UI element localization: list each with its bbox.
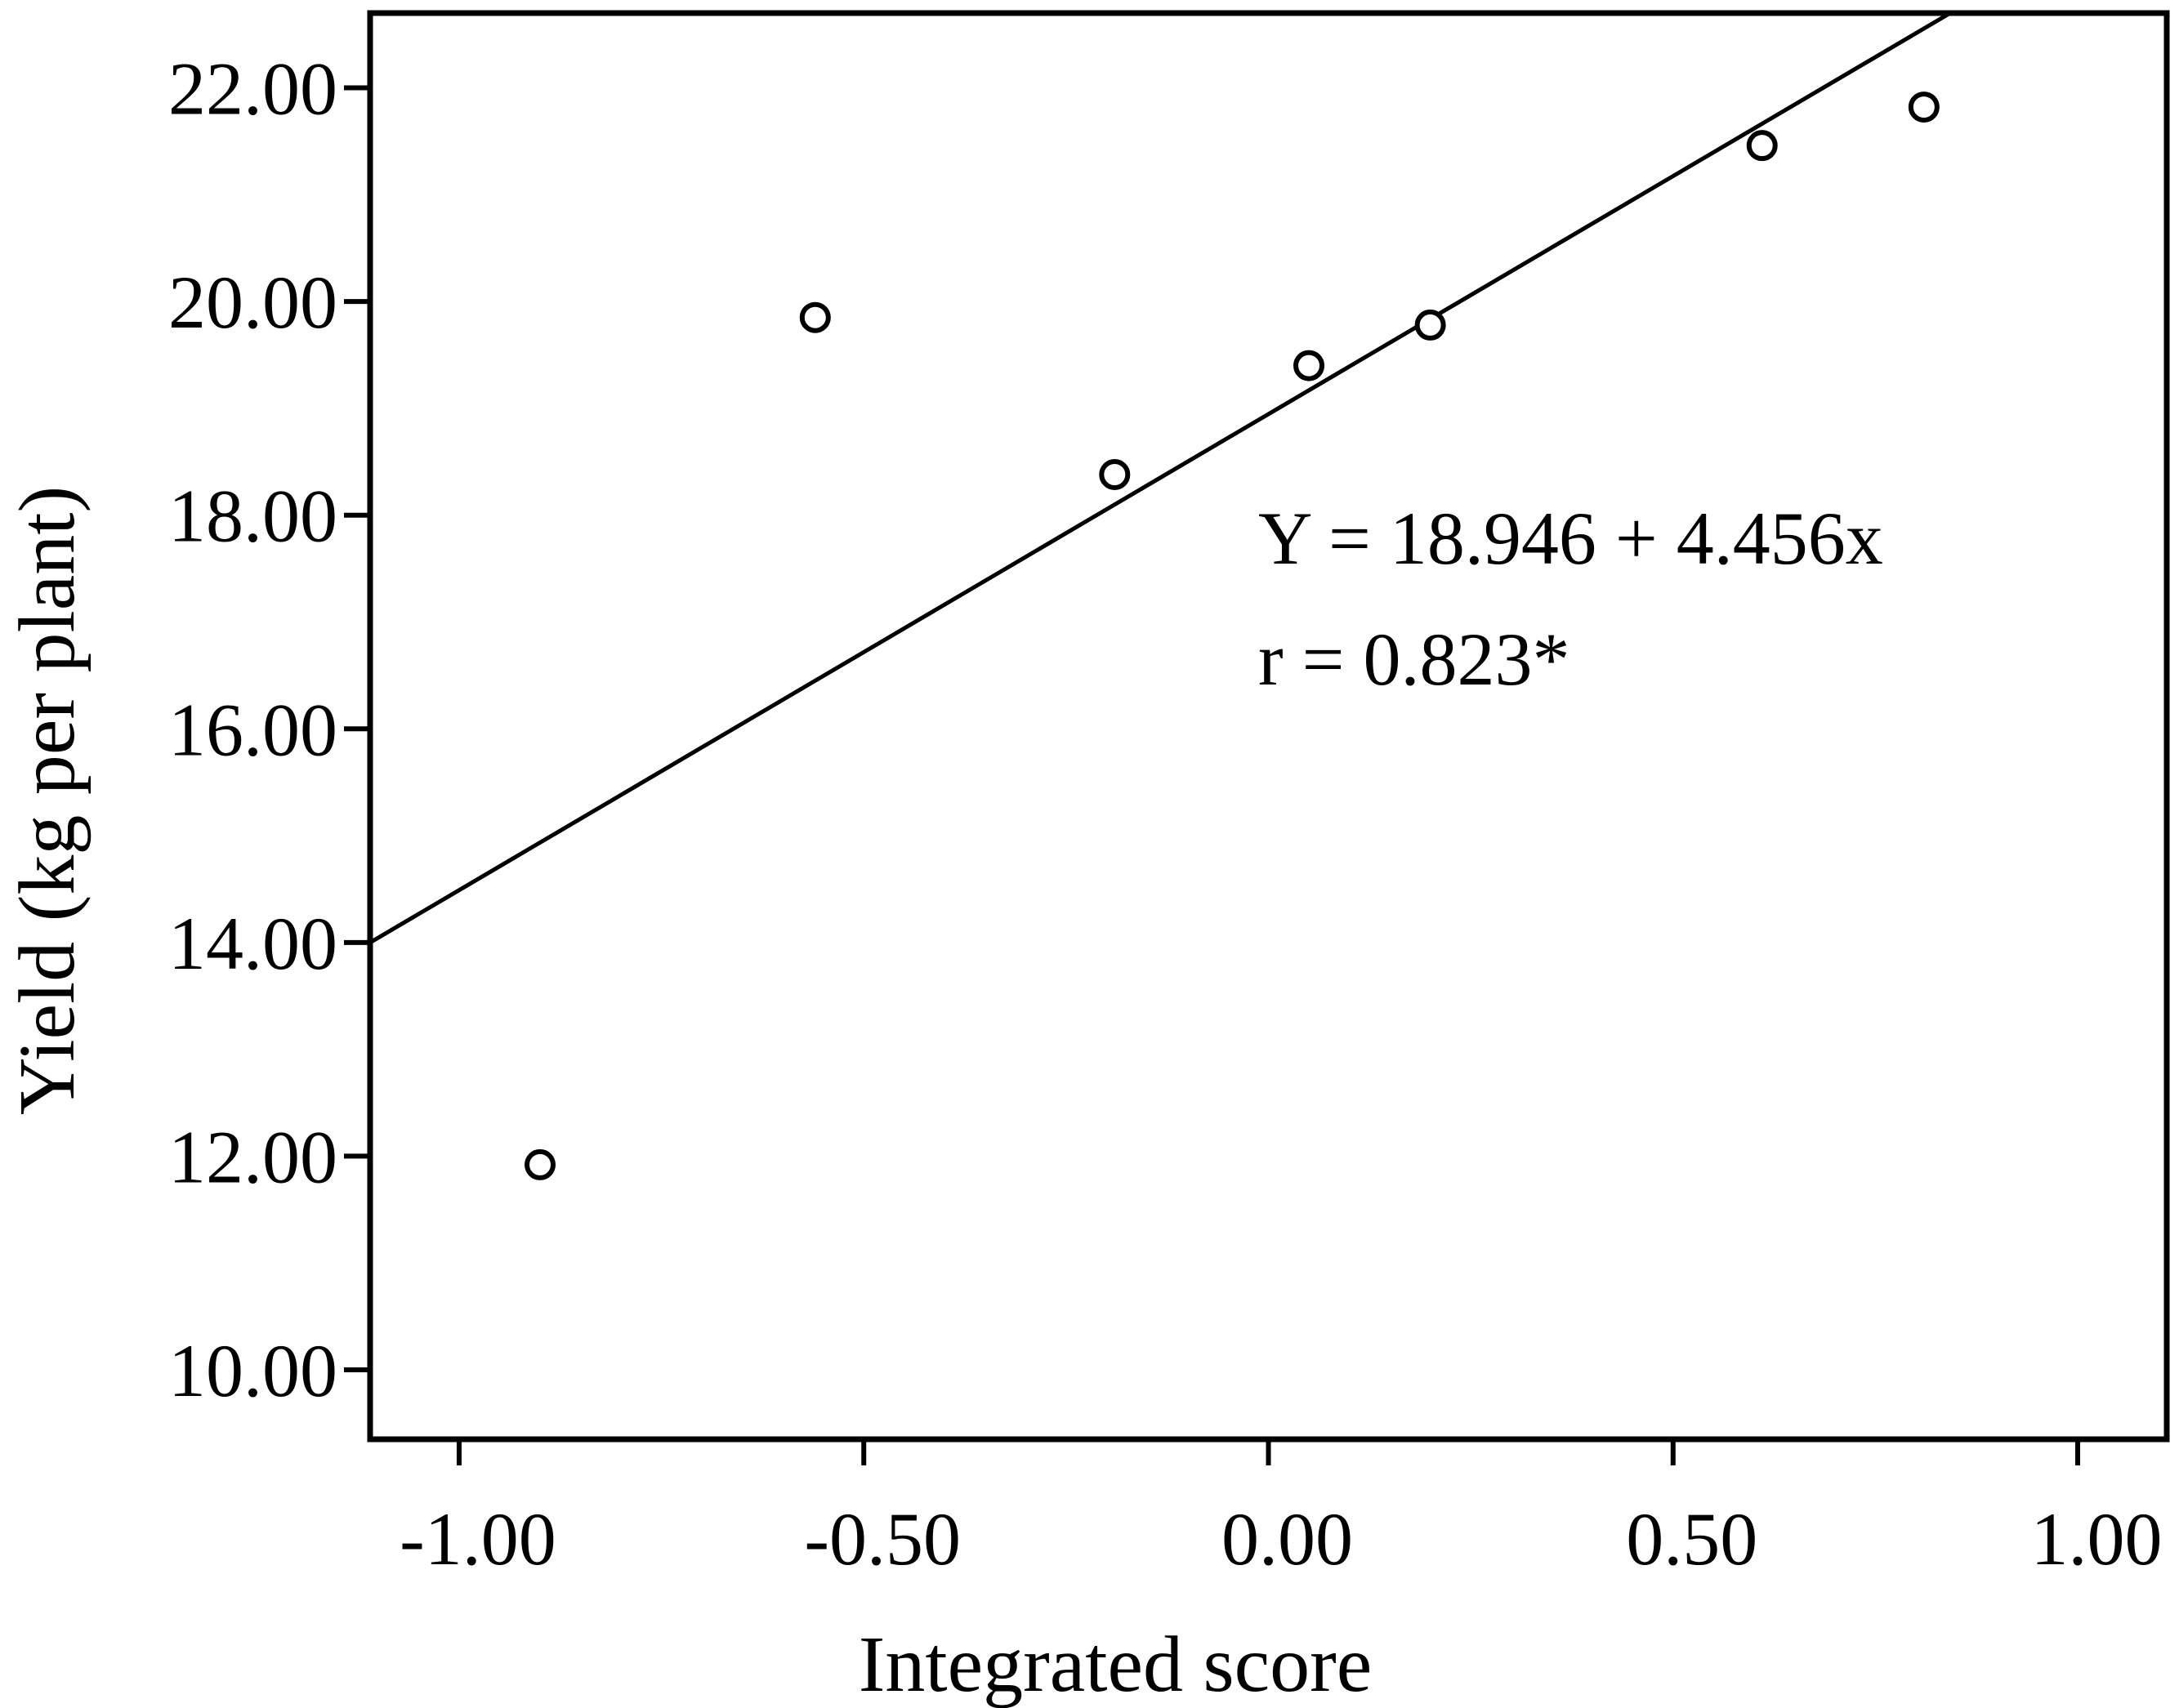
x-axis-title: Integrated score bbox=[859, 1621, 1372, 1708]
y-tick-label-2: 14.00 bbox=[168, 902, 337, 985]
y-axis: 10.00 12.00 14.00 16.00 18.00 20.00 22.00 bbox=[168, 47, 370, 1412]
data-point-6 bbox=[1908, 91, 1940, 123]
data-point-4 bbox=[1414, 309, 1446, 341]
correlation-coefficient: r = 0.823* bbox=[1258, 618, 1570, 701]
x-tick-label-2: 0.00 bbox=[1221, 1497, 1353, 1581]
x-tick-label-3: 0.50 bbox=[1626, 1497, 1757, 1581]
x-tick-label-1: -0.50 bbox=[804, 1497, 961, 1581]
plot-frame bbox=[367, 10, 2170, 1443]
y-tick-label-0: 10.00 bbox=[168, 1329, 337, 1412]
data-point-3 bbox=[1293, 350, 1325, 381]
data-points bbox=[525, 91, 1940, 1180]
y-axis-title: Yield (kg per plant) bbox=[3, 486, 92, 1115]
x-axis: -1.00 -0.50 0.00 0.50 1.00 bbox=[400, 1439, 2163, 1581]
x-tick-label-4: 1.00 bbox=[2031, 1497, 2163, 1581]
data-point-1 bbox=[799, 301, 831, 333]
regression-line bbox=[368, 11, 1952, 945]
regression-line-group bbox=[368, 11, 1952, 945]
y-tick-label-3: 16.00 bbox=[168, 688, 337, 771]
data-point-2 bbox=[1099, 458, 1131, 490]
y-tick-label-4: 18.00 bbox=[168, 475, 337, 558]
data-point-5 bbox=[1746, 130, 1778, 162]
y-tick-label-6: 22.00 bbox=[168, 47, 337, 131]
y-tick-label-5: 20.00 bbox=[168, 261, 337, 344]
y-tick-label-1: 12.00 bbox=[168, 1115, 337, 1198]
data-point-0 bbox=[525, 1148, 556, 1180]
regression-equation: Y = 18.946 + 4.456x bbox=[1258, 497, 1883, 580]
x-tick-label-0: -1.00 bbox=[400, 1497, 556, 1581]
